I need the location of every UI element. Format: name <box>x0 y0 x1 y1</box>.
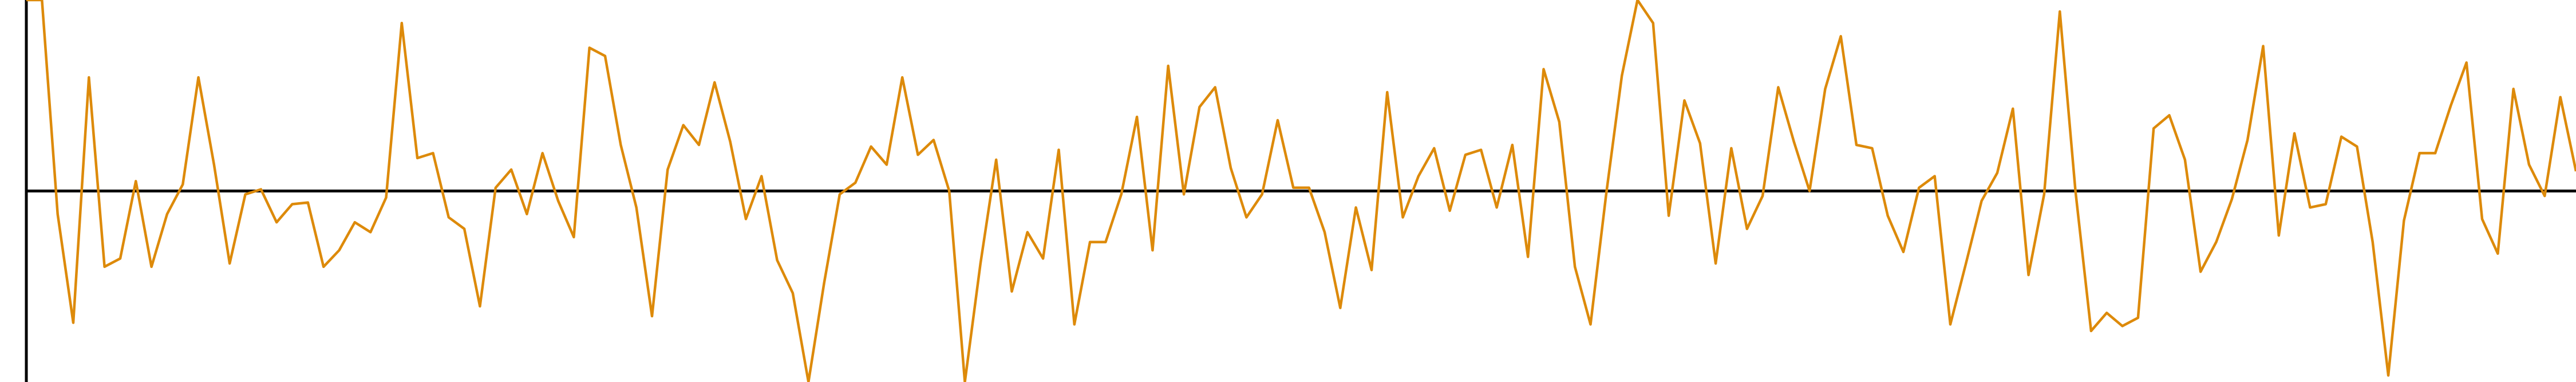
data-line <box>26 0 2576 382</box>
